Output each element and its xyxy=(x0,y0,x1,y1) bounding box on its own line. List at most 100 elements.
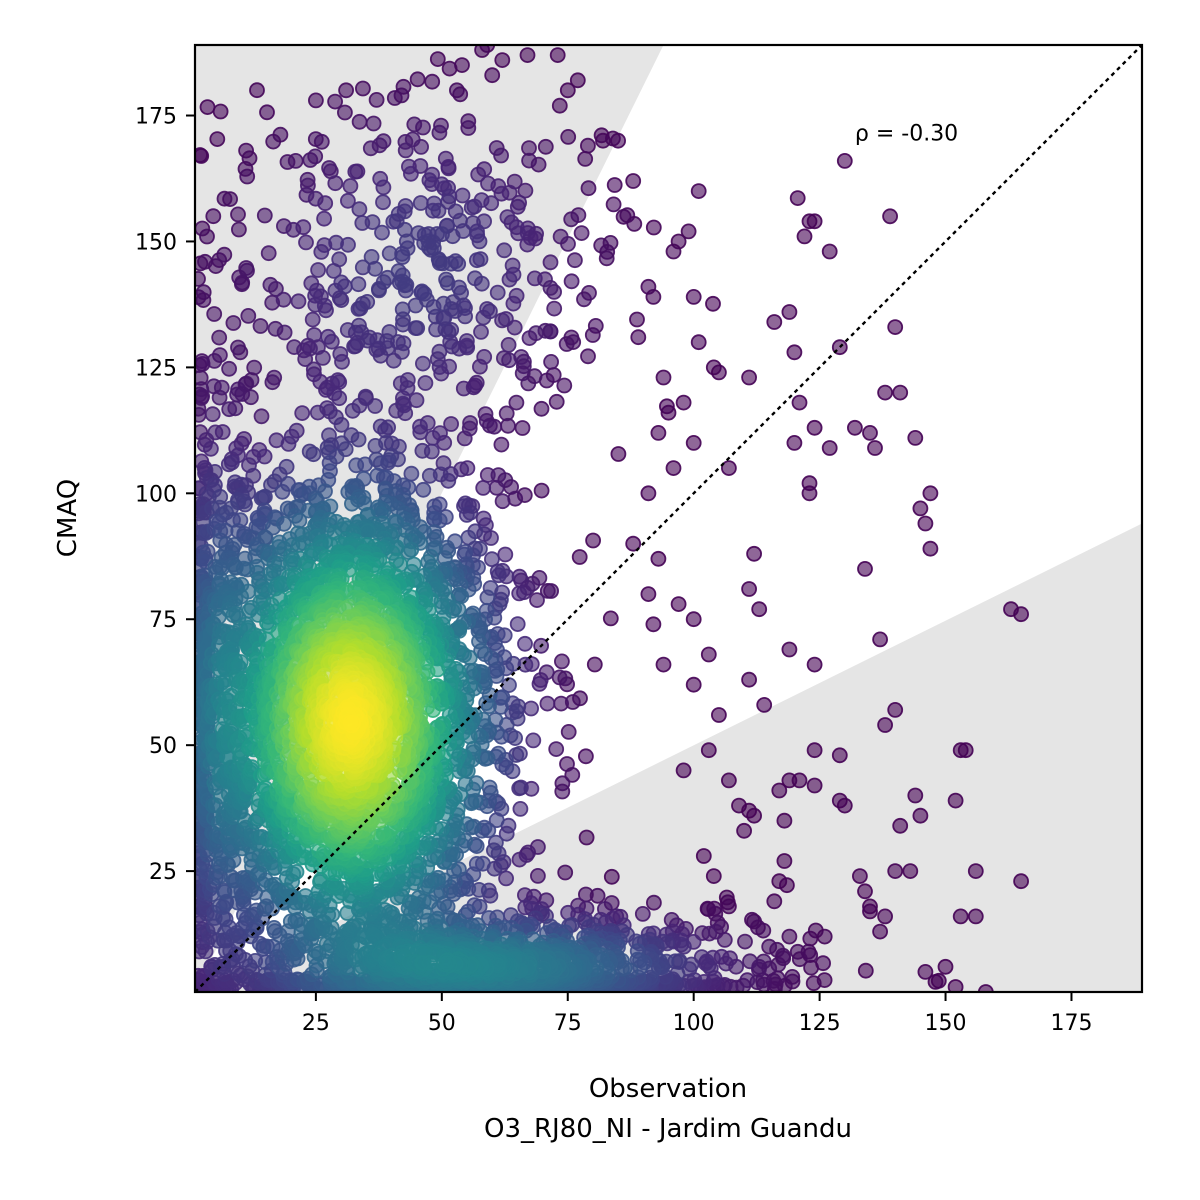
data-point xyxy=(440,160,457,177)
data-point xyxy=(351,201,368,218)
data-point xyxy=(260,245,277,262)
data-point xyxy=(425,202,441,219)
data-point xyxy=(232,344,249,361)
data-point xyxy=(525,732,542,749)
data-point xyxy=(452,86,469,103)
data-point xyxy=(569,72,586,89)
data-point xyxy=(665,460,682,477)
data-point xyxy=(755,922,772,939)
data-point xyxy=(665,243,682,260)
data-point xyxy=(291,512,308,529)
data-point xyxy=(477,406,494,423)
data-point xyxy=(417,375,434,391)
data-point xyxy=(431,255,448,271)
data-point xyxy=(225,315,242,331)
data-point xyxy=(559,756,575,772)
data-point xyxy=(625,173,642,189)
data-point xyxy=(947,979,964,992)
data-point xyxy=(333,416,350,433)
data-point xyxy=(468,856,485,872)
data-point xyxy=(1013,873,1029,890)
data-point xyxy=(338,82,355,99)
data-point xyxy=(365,115,382,132)
data-point xyxy=(872,923,888,940)
data-point xyxy=(776,853,793,869)
data-point xyxy=(781,304,798,320)
data-point xyxy=(675,762,692,779)
data-point xyxy=(460,529,477,546)
data-point xyxy=(415,119,431,136)
data-point xyxy=(211,389,228,406)
data-point xyxy=(685,434,702,451)
data-point xyxy=(791,951,808,968)
data-point xyxy=(507,490,524,507)
data-point xyxy=(214,424,231,440)
data-point xyxy=(454,187,471,204)
data-point xyxy=(789,190,806,207)
data-point xyxy=(475,479,492,496)
data-point xyxy=(816,928,833,945)
data-point xyxy=(314,349,331,366)
data-point xyxy=(493,147,510,164)
data-point xyxy=(776,812,793,829)
data-point xyxy=(288,864,305,880)
data-point xyxy=(530,868,546,884)
data-point xyxy=(274,483,291,500)
data-point xyxy=(605,196,622,213)
data-point xyxy=(497,546,514,563)
data-point xyxy=(556,377,573,394)
data-point xyxy=(306,327,323,343)
data-point xyxy=(857,962,874,979)
data-point xyxy=(392,375,409,392)
data-point xyxy=(1003,601,1019,618)
data-point xyxy=(412,195,429,211)
data-point xyxy=(766,893,783,910)
data-point xyxy=(487,834,504,851)
data-point xyxy=(877,717,893,733)
data-point xyxy=(511,851,528,868)
data-point xyxy=(458,507,475,523)
data-point xyxy=(494,52,511,68)
data-point xyxy=(206,306,223,322)
data-point xyxy=(892,817,909,834)
data-point xyxy=(483,551,500,568)
data-point xyxy=(912,500,929,517)
data-point xyxy=(563,211,580,228)
data-point xyxy=(887,702,904,718)
data-point xyxy=(912,807,929,824)
data-point xyxy=(741,581,757,597)
data-point xyxy=(907,429,924,446)
data-point xyxy=(655,656,672,673)
data-point xyxy=(307,148,324,165)
data-point xyxy=(517,635,533,652)
data-point xyxy=(336,278,353,295)
data-point xyxy=(367,398,384,414)
data-point xyxy=(354,80,371,97)
data-point xyxy=(336,104,353,121)
data-point xyxy=(786,434,803,451)
data-point xyxy=(367,260,384,277)
data-point xyxy=(368,92,385,108)
data-point xyxy=(877,908,893,925)
data-point xyxy=(917,964,934,980)
data-point xyxy=(394,301,411,318)
data-point xyxy=(429,51,446,67)
data-point xyxy=(967,863,984,879)
data-point xyxy=(705,868,722,884)
data-point xyxy=(548,393,565,410)
data-point xyxy=(498,405,515,422)
data-point xyxy=(499,209,516,226)
data-point xyxy=(685,288,702,305)
data-point xyxy=(922,485,939,502)
data-point xyxy=(977,984,994,992)
data-point xyxy=(882,208,898,225)
data-point xyxy=(511,780,528,797)
data-point xyxy=(458,333,475,349)
data-point xyxy=(367,437,384,454)
data-point xyxy=(937,958,954,975)
data-point xyxy=(304,311,321,328)
data-point xyxy=(549,47,566,63)
data-point xyxy=(275,291,292,308)
data-point xyxy=(836,152,853,169)
data-point xyxy=(578,829,595,846)
